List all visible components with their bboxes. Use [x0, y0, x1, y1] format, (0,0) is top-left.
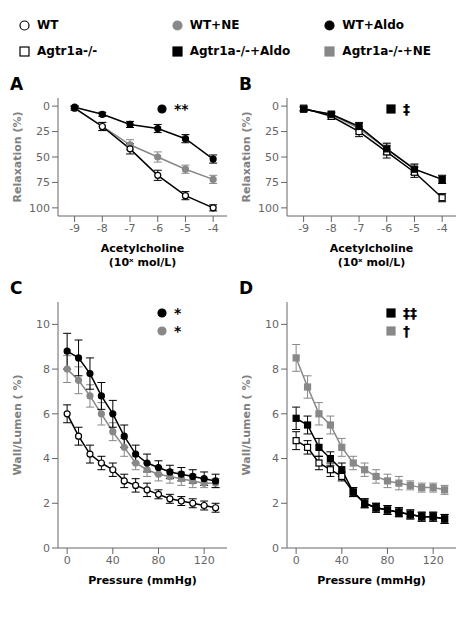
svg-text:0: 0	[43, 542, 50, 555]
svg-text:25: 25	[36, 125, 50, 138]
svg-text:-7: -7	[125, 222, 136, 235]
svg-text:6: 6	[43, 408, 50, 421]
svg-text:-5: -5	[180, 222, 191, 235]
svg-text:Relaxation (%): Relaxation (%)	[11, 112, 24, 203]
svg-text:40: 40	[335, 554, 349, 567]
svg-text:4: 4	[43, 452, 50, 465]
svg-text:-8: -8	[326, 222, 337, 235]
html-text:C: C	[10, 278, 23, 298]
svg-text:Wall/Lumen ( %): Wall/Lumen ( %)	[11, 374, 24, 475]
svg-text:-4: -4	[437, 222, 448, 235]
svg-text:10: 10	[265, 318, 279, 331]
svg-text:-8: -8	[97, 222, 108, 235]
svg-text:-9: -9	[298, 222, 309, 235]
svg-text:4: 4	[272, 452, 279, 465]
svg-text:-9: -9	[69, 222, 80, 235]
svg-text:80: 80	[380, 554, 394, 567]
svg-text:0: 0	[272, 542, 279, 555]
html-text:Agtr1a-/-: Agtr1a-/-	[37, 44, 98, 58]
svg-text:80: 80	[151, 554, 165, 567]
html-text:WT+NE: WT+NE	[189, 18, 240, 32]
svg-text:-7: -7	[354, 222, 365, 235]
svg-text:100: 100	[258, 202, 279, 215]
svg-text:0: 0	[43, 100, 50, 113]
svg-text:40: 40	[106, 554, 120, 567]
svg-text:120: 120	[194, 554, 215, 567]
svg-text:-6: -6	[152, 222, 163, 235]
svg-text:8: 8	[43, 363, 50, 376]
svg-text:2: 2	[43, 497, 50, 510]
html-text:Acetylcholine (10ˣ mol/L): Acetylcholine (10ˣ mol/L)	[100, 242, 185, 269]
html-text:WT: WT	[37, 18, 59, 32]
html-text:D: D	[239, 278, 254, 298]
svg-text:Wall/Lumen ( %): Wall/Lumen ( %)	[240, 374, 253, 475]
html-text:WT+Aldo: WT+Aldo	[342, 18, 405, 32]
svg-text:0: 0	[272, 100, 279, 113]
svg-text:10: 10	[36, 318, 50, 331]
html-text:Agtr1a-/-+NE: Agtr1a-/-+NE	[342, 44, 431, 58]
html-text:B: B	[239, 74, 252, 94]
html-text:Acetylcholine (10ˣ mol/L): Acetylcholine (10ˣ mol/L)	[329, 242, 414, 269]
svg-text:75: 75	[36, 176, 50, 189]
svg-text:2: 2	[272, 497, 279, 510]
svg-text:Relaxation (%): Relaxation (%)	[240, 112, 253, 203]
svg-text:0: 0	[64, 554, 71, 567]
svg-text:100: 100	[29, 202, 50, 215]
svg-text:-4: -4	[208, 222, 219, 235]
svg-text:50: 50	[36, 151, 50, 164]
svg-text:-5: -5	[409, 222, 420, 235]
svg-text:50: 50	[265, 151, 279, 164]
svg-text:-6: -6	[381, 222, 392, 235]
html-text:A: A	[10, 74, 24, 94]
svg-text:75: 75	[265, 176, 279, 189]
svg-text:0: 0	[293, 554, 300, 567]
svg-text:120: 120	[423, 554, 444, 567]
html-text:Pressure (mmHg): Pressure (mmHg)	[317, 574, 426, 587]
svg-text:25: 25	[265, 125, 279, 138]
svg-text:8: 8	[272, 363, 279, 376]
html-text:Pressure (mmHg): Pressure (mmHg)	[88, 574, 197, 587]
svg-text:6: 6	[272, 408, 279, 421]
html-text:Agtr1a-/-+Aldo: Agtr1a-/-+Aldo	[189, 44, 291, 58]
